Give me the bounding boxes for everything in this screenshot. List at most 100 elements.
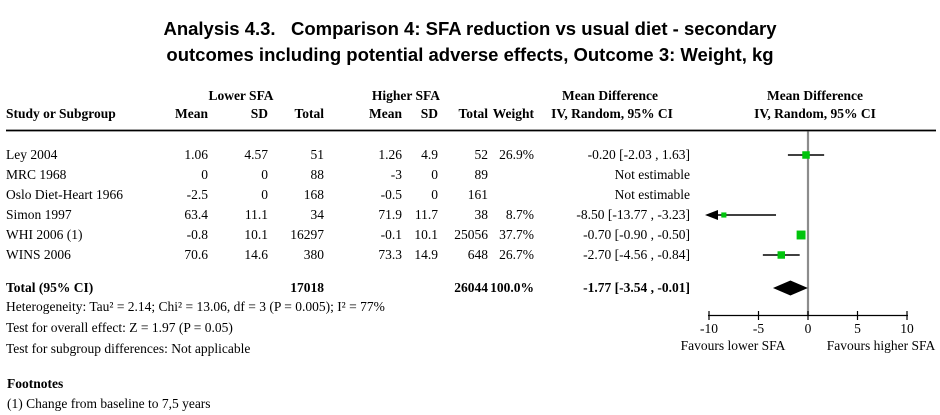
heterogeneity-stat: Heterogeneity: Tau² = 2.14; Chi² = 13.06… (6, 299, 385, 314)
ci-text: -8.50 [-13.77 , -3.23] (576, 207, 690, 222)
total-higher: 25056 (454, 227, 488, 242)
footnotes-heading: Footnotes (7, 376, 64, 391)
effect-square (802, 151, 810, 159)
mean-lower: 70.6 (184, 247, 208, 262)
table-row: Ley 2004 1.06 4.57 51 1.26 4.9 52 26.9% … (6, 145, 690, 165)
sd-higher: 0 (431, 167, 438, 182)
study-name: WINS 2006 (6, 247, 71, 262)
col-header-sd-lower: SD (250, 106, 268, 121)
ci-text: -2.70 [-4.56 , -0.84] (583, 247, 690, 262)
col-header-ci-plot: IV, Random, 95% CI (754, 106, 876, 121)
sd-lower: 10.1 (244, 227, 268, 242)
axis-tick-label: 0 (805, 321, 812, 336)
total-higher: 161 (467, 187, 488, 202)
favours-right-label: Favours higher SFA (827, 338, 936, 353)
total-lower: 51 (310, 147, 325, 162)
study-name: MRC 1968 (6, 167, 67, 182)
favours-left-label: Favours lower SFA (681, 338, 786, 353)
mean-lower: -0.8 (186, 227, 208, 242)
mean-lower: -2.5 (186, 187, 208, 202)
page-title: Analysis 4.3. Comparison 4: SFA reductio… (0, 16, 940, 68)
sd-lower: 0 (261, 187, 268, 202)
sd-lower: 0 (261, 167, 268, 182)
total-higher: 38 (474, 207, 489, 222)
sd-lower: 14.6 (244, 247, 268, 262)
col-header-study: Study or Subgroup (6, 106, 116, 121)
total-lower-sum: 17018 (290, 280, 324, 295)
total-lower: 380 (303, 247, 324, 262)
overall-effect-stat: Test for overall effect: Z = 1.97 (P = 0… (6, 320, 233, 335)
sd-lower: 11.1 (244, 207, 268, 222)
column-header-row: Study or Subgroup Mean SD Total Mean SD … (6, 106, 690, 122)
total-weight: 100.0% (490, 280, 534, 295)
total-diamond (772, 280, 808, 296)
col-header-mean-lower: Mean (175, 106, 208, 121)
sd-higher: 0 (431, 187, 438, 202)
col-header-total-higher: Total (458, 106, 488, 121)
sd-higher: 4.9 (421, 147, 438, 162)
table-row: WHI 2006 (1) -0.8 10.1 16297 -0.1 10.1 2… (6, 225, 690, 245)
total-higher-sum: 26044 (454, 280, 488, 295)
mean-lower: 63.4 (184, 207, 208, 222)
axis-tick-label: 10 (900, 321, 914, 336)
ci-text: Not estimable (614, 187, 690, 202)
effect-square (777, 251, 786, 259)
col-header-total-lower: Total (294, 106, 324, 121)
col-header-ci: IV, Random, 95% CI (551, 106, 673, 121)
total-ci-text: -1.77 [-3.54 , -0.01] (583, 280, 690, 295)
mean-higher: -3 (390, 167, 402, 182)
subgroup-difference-stat: Test for subgroup differences: Not appli… (6, 341, 251, 356)
sd-higher: 10.1 (414, 227, 438, 242)
total-lower: 168 (303, 187, 324, 202)
table-row: MRC 1968 0 0 88 -3 0 89 Not estimable (6, 165, 690, 185)
axis-tick-label: -10 (700, 321, 718, 336)
total-lower: 88 (310, 167, 325, 182)
ci-text: Not estimable (614, 167, 690, 182)
group-header-lower-sfa: Lower SFA (208, 88, 274, 103)
total-lower: 16297 (290, 227, 324, 242)
ci-text: -0.70 [-0.90 , -0.50] (583, 227, 690, 242)
mean-higher: -0.1 (380, 227, 402, 242)
table-row: Oslo Diet-Heart 1966 -2.5 0 168 -0.5 0 1… (6, 185, 690, 205)
mean-higher: 73.3 (378, 247, 402, 262)
group-header-mean-difference-text: Mean Difference (561, 88, 659, 103)
weight-value: 8.7% (505, 207, 534, 222)
table-row: Simon 1997 63.4 11.1 34 71.9 11.7 38 8.7… (6, 205, 690, 225)
group-header-mean-difference-plot: Mean Difference (766, 88, 864, 103)
mean-lower: 0 (201, 167, 208, 182)
total-higher: 89 (474, 167, 489, 182)
total-lower: 34 (310, 207, 325, 222)
total-label: Total (95% CI) (6, 280, 94, 295)
table-row: WINS 2006 70.6 14.6 380 73.3 14.9 648 26… (6, 245, 690, 265)
weight-value (488, 185, 534, 205)
ci-text: -0.20 [-2.03 , 1.63] (587, 147, 690, 162)
sd-higher: 11.7 (414, 207, 438, 222)
axis-tick-label: -5 (753, 321, 764, 336)
group-header-higher-sfa: Higher SFA (371, 88, 441, 103)
mean-lower: 1.06 (184, 147, 208, 162)
footnote-item: (1) Change from baseline to 7,5 years (7, 396, 211, 411)
ci-arrow-left (705, 210, 718, 220)
study-name: WHI 2006 (1) (6, 227, 83, 242)
total-higher: 52 (474, 147, 489, 162)
sd-lower: 4.57 (244, 147, 268, 162)
mean-higher: 71.9 (378, 207, 402, 222)
weight-value: 26.9% (499, 147, 534, 162)
mean-higher: 1.26 (378, 147, 402, 162)
axis-tick-label: 5 (854, 321, 861, 336)
weight-value (488, 165, 534, 185)
col-header-sd-higher: SD (420, 106, 438, 121)
mean-higher: -0.5 (380, 187, 402, 202)
title-line-1: Analysis 4.3. Comparison 4: SFA reductio… (163, 18, 777, 39)
effect-square (796, 230, 806, 240)
sd-higher: 14.9 (414, 247, 438, 262)
study-name: Ley 2004 (6, 147, 58, 162)
total-higher: 648 (467, 247, 488, 262)
effect-square (721, 212, 727, 218)
weight-value: 37.7% (499, 227, 534, 242)
study-name: Oslo Diet-Heart 1966 (6, 187, 123, 202)
total-row: Total (95% CI) 17018 26044 100.0% -1.77 … (6, 278, 690, 298)
col-header-weight: Weight (492, 106, 534, 121)
weight-value: 26.7% (499, 247, 534, 262)
